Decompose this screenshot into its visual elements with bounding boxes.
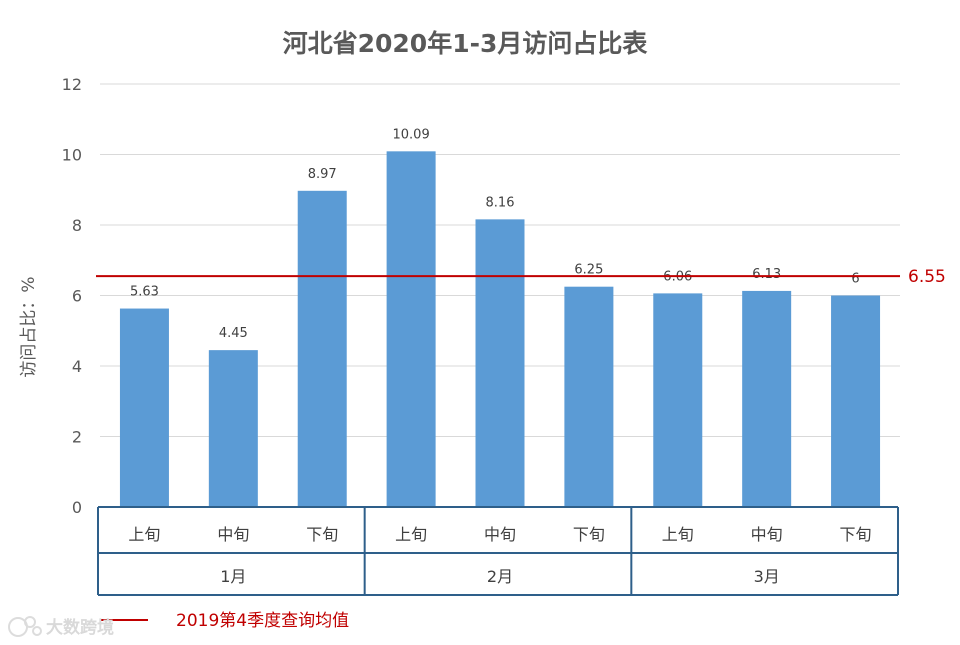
x-tick-label: 上旬 [395, 525, 427, 544]
y-tick-label: 10 [62, 146, 82, 165]
y-tick-label: 4 [72, 357, 82, 376]
legend: 2019第4季度查询均值 [100, 611, 349, 631]
group-label: 1月 [220, 567, 246, 586]
data-label: 10.09 [393, 127, 430, 142]
bar [653, 293, 703, 507]
y-tick-label: 6 [72, 287, 82, 306]
bar [742, 290, 792, 507]
bar [831, 295, 881, 507]
group-label: 2月 [487, 567, 513, 586]
bar [297, 190, 347, 507]
watermark-text: 大数跨境 [46, 617, 114, 638]
bar [208, 350, 258, 507]
x-tick-label: 下旬 [573, 525, 605, 544]
chart-title: 河北省2020年1-3月访问占比表 [283, 29, 649, 58]
data-label: 4.45 [219, 326, 248, 341]
bar [119, 308, 169, 507]
x-tick-label: 下旬 [840, 525, 872, 544]
logo-icon [8, 616, 42, 637]
y-tick-label: 0 [72, 498, 82, 517]
reference-line-group: 6.55 [96, 267, 946, 287]
x-tick-label: 下旬 [306, 525, 338, 544]
x-tick-label: 中旬 [751, 525, 783, 544]
y-axis-label: 访问占比：% [19, 276, 39, 377]
category-table: 上旬 中旬 下旬 上旬 中旬 下旬 上旬 中旬 下旬 1月 2月 3月 [97, 506, 899, 596]
bar [564, 286, 614, 507]
legend-label: 2019第4季度查询均值 [176, 611, 349, 631]
y-tick-label: 8 [72, 216, 82, 235]
x-tick-label: 上旬 [128, 525, 160, 544]
data-label: 8.97 [308, 167, 337, 182]
data-label: 6.25 [574, 263, 603, 278]
bar [386, 151, 436, 507]
data-label: 5.63 [130, 285, 159, 300]
bar [475, 219, 525, 508]
data-label: 8.16 [486, 195, 515, 210]
watermark: 大数跨境 [8, 616, 114, 638]
group-label: 3月 [754, 567, 780, 586]
x-tick-label: 上旬 [662, 525, 694, 544]
data-label: 6 [851, 272, 859, 287]
y-tick-label: 12 [62, 75, 82, 94]
x-tick-label: 中旬 [217, 525, 249, 544]
reference-line-label: 6.55 [908, 267, 946, 287]
data-label: 6.13 [752, 267, 781, 282]
x-tick-label: 中旬 [484, 525, 516, 544]
bars [119, 151, 881, 508]
y-tick-label: 2 [72, 428, 82, 447]
y-axis-ticks: 0 2 4 6 8 10 12 [62, 75, 82, 517]
